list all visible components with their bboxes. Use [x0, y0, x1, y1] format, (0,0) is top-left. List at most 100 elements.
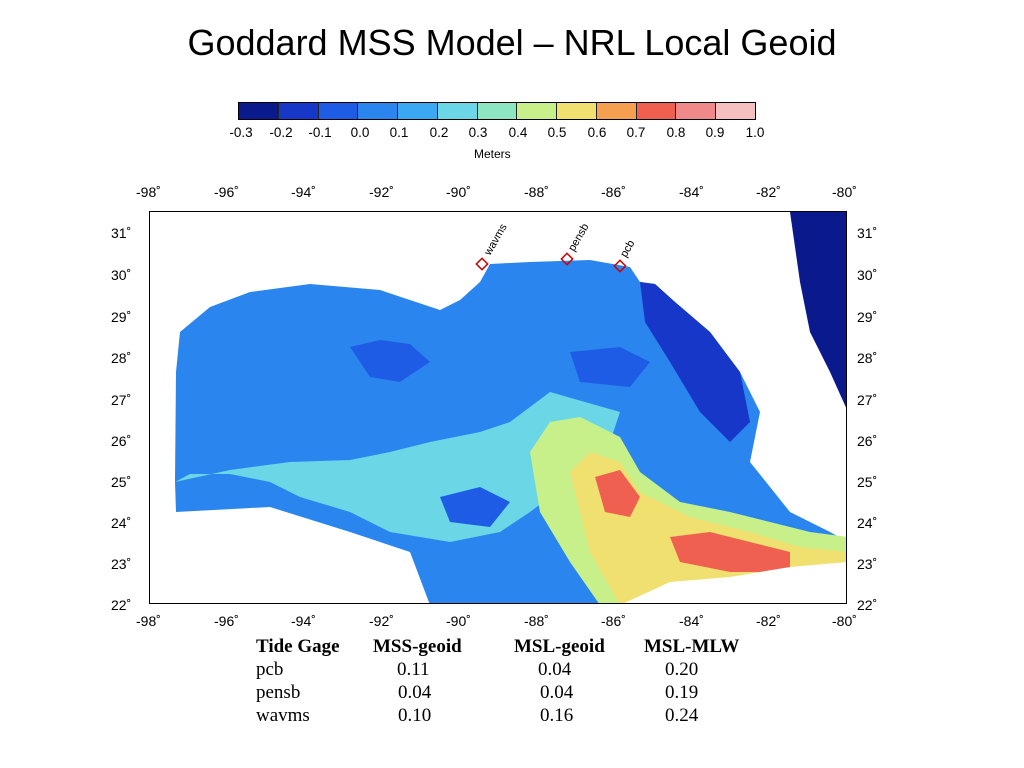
lon-label-top: -86˚ [601, 184, 626, 200]
colorbar-swatch [636, 103, 677, 119]
table-cell: pcb [256, 659, 284, 680]
shelf-field [175, 392, 620, 542]
colorbar-tick: 0.6 [587, 125, 607, 140]
lon-label-top: -96˚ [214, 184, 239, 200]
lon-label-top: -90˚ [446, 184, 471, 200]
table-header-cell: Tide Gage [256, 636, 340, 657]
loop-current-core [670, 532, 790, 572]
deep-pool [640, 282, 750, 442]
colorbar-tick: 0.8 [666, 125, 686, 140]
lat-label-right: 23˚ [857, 556, 878, 572]
slide-title: Goddard MSS Model – NRL Local Geoid [187, 22, 837, 63]
colorbar-tick: 0.3 [468, 125, 488, 140]
colorbar-tick: 0.7 [626, 125, 646, 140]
deep-pool [570, 347, 650, 387]
lat-label-left: 25˚ [111, 474, 132, 490]
lon-label-bottom: -96˚ [214, 613, 239, 629]
lat-label-left: 27˚ [111, 392, 132, 408]
colorbar [238, 102, 756, 120]
colorbar-tick: -0.3 [229, 125, 253, 140]
lat-label-right: 29˚ [857, 309, 878, 325]
colorbar-swatch [358, 103, 399, 119]
lon-label-bottom: -82˚ [756, 613, 781, 629]
table-header-cell: MSL-MLW [644, 636, 740, 657]
map-field: wavms pensb pcb [150, 212, 846, 603]
lon-label-bottom: -98˚ [136, 613, 161, 629]
lon-label-top: -84˚ [679, 184, 704, 200]
colorbar-swatch [676, 103, 717, 119]
colorbar-swatch [596, 103, 637, 119]
colorbar-swatch [517, 103, 558, 119]
data-gap [150, 482, 430, 603]
lat-label-left: 28˚ [111, 350, 132, 366]
lat-label-left: 26˚ [111, 433, 132, 449]
lon-label-top: -98˚ [136, 184, 161, 200]
colorbar-tick: 0.9 [705, 125, 725, 140]
lat-label-left: 22˚ [111, 597, 132, 613]
colorbar-swatch [716, 103, 755, 119]
table-cell: 0.20 [665, 659, 699, 680]
colorbar-tick: -0.2 [269, 125, 293, 140]
gulf-of-mexico-map: wavms pensb pcb [149, 211, 847, 604]
lon-label-top: -82˚ [756, 184, 781, 200]
lat-label-right: 28˚ [857, 350, 878, 366]
colorbar-tick: 0.2 [429, 125, 449, 140]
station-marker-pcb [613, 259, 627, 273]
table-header-cell: MSL-geoid [514, 636, 605, 657]
colorbar-swatch [278, 103, 319, 119]
colorbar-tick: 0.4 [508, 125, 528, 140]
lon-label-bottom: -86˚ [601, 613, 626, 629]
lon-label-bottom: -88˚ [524, 613, 549, 629]
table-header-cell: MSS-geoid [373, 636, 462, 657]
colorbar-swatch [557, 103, 597, 119]
lat-label-right: 27˚ [857, 392, 878, 408]
station-marker-wavms [475, 257, 489, 271]
lon-label-top: -88˚ [524, 184, 549, 200]
colorbar-swatch [477, 103, 518, 119]
table-cell: 0.16 [540, 705, 574, 726]
table-cell: 0.04 [540, 682, 574, 703]
table-cell: 0.04 [538, 659, 572, 680]
florida-shelf [790, 212, 846, 408]
lat-label-right: 22˚ [857, 597, 878, 613]
table-cell: wavms [256, 705, 310, 726]
lon-label-bottom: -80˚ [832, 613, 857, 629]
lat-label-right: 30˚ [857, 267, 878, 283]
colorbar-swatch [398, 103, 438, 119]
lat-label-left: 29˚ [111, 309, 132, 325]
table-cell: 0.24 [665, 705, 699, 726]
deep-pool [440, 487, 510, 527]
colorbar-swatch [239, 103, 279, 119]
lon-label-bottom: -92˚ [369, 613, 394, 629]
colorbar-swatch [318, 103, 359, 119]
lon-label-top: -80˚ [832, 184, 857, 200]
table-cell: 0.19 [665, 682, 699, 703]
lon-label-bottom: -84˚ [679, 613, 704, 629]
lon-label-top: -92˚ [369, 184, 394, 200]
deep-pool [350, 340, 430, 382]
cuba-land [624, 562, 846, 603]
colorbar-swatch [437, 103, 478, 119]
loop-current-core [595, 470, 640, 517]
lat-label-left: 23˚ [111, 556, 132, 572]
data-gap [150, 212, 846, 322]
lat-label-left: 31˚ [111, 225, 132, 241]
colorbar-tick: 0.0 [350, 125, 370, 140]
colorbar-tick: 1.0 [745, 125, 765, 140]
table-cell: 0.11 [397, 659, 430, 680]
colorbar-tick: 0.5 [547, 125, 567, 140]
table-cell: 0.04 [398, 682, 432, 703]
table-cell: pensb [256, 682, 301, 703]
lat-label-left: 30˚ [111, 267, 132, 283]
lat-label-left: 24˚ [111, 515, 132, 531]
colorbar-unit-label: Meters [474, 147, 511, 161]
table-cell: 0.10 [398, 705, 432, 726]
lon-label-bottom: -94˚ [291, 613, 316, 629]
colorbar-tick: 0.1 [389, 125, 409, 140]
lon-label-bottom: -90˚ [446, 613, 471, 629]
colorbar-tick: -0.1 [308, 125, 332, 140]
lat-label-right: 25˚ [857, 474, 878, 490]
lat-label-right: 24˚ [857, 515, 878, 531]
lat-label-right: 26˚ [857, 433, 878, 449]
lat-label-right: 31˚ [857, 225, 878, 241]
